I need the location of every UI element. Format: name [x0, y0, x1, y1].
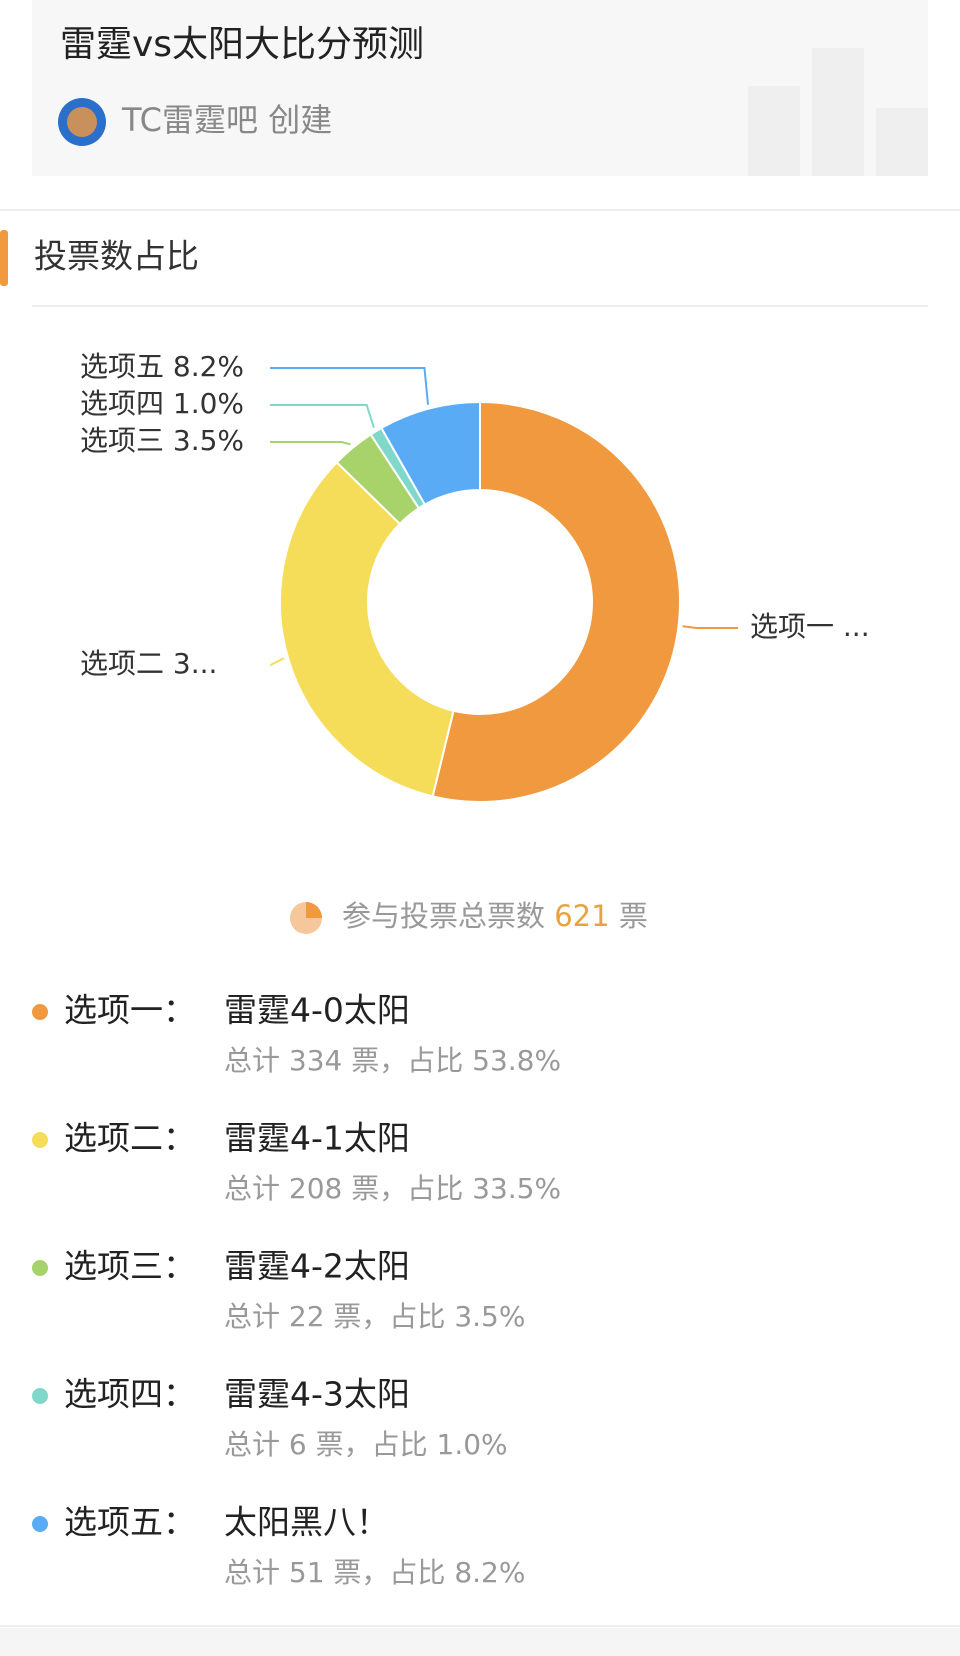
donut-slice	[431, 400, 682, 803]
option-label: 选项四：	[64, 1375, 196, 1414]
creator[interactable]: TC雷霆吧 创建	[121, 101, 332, 139]
donut-slice	[279, 460, 455, 798]
leader-line	[270, 367, 430, 405]
section-marker	[0, 230, 8, 286]
leader-line	[270, 404, 375, 429]
total-prefix: 参与投票总票数	[342, 899, 545, 933]
slice-label: 选项一 ...	[750, 610, 870, 643]
option-detail: 总计 51 票，占比 8.2%	[224, 1556, 525, 1589]
option-text: 雷霆4-3太阳	[224, 1375, 410, 1414]
option-label: 选项一：	[64, 991, 196, 1030]
option-text: 雷霆4-0太阳	[224, 991, 410, 1030]
option-label: 选项五：	[64, 1503, 196, 1542]
option-dot	[32, 1004, 48, 1020]
decor-bar	[748, 86, 800, 176]
option-detail: 总计 6 票，占比 1.0%	[224, 1428, 508, 1461]
slice-label: 选项二 3...	[80, 647, 217, 680]
option-label: 选项二：	[64, 1119, 196, 1158]
option-text: 太阳黑八！	[224, 1503, 389, 1542]
footer-band	[0, 1628, 960, 1656]
avatar-logo	[67, 107, 97, 137]
option-text: 雷霆4-2太阳	[224, 1247, 410, 1286]
option-dot	[32, 1260, 48, 1276]
option-text: 雷霆4-1太阳	[224, 1119, 410, 1158]
option-detail: 总计 334 票，占比 53.8%	[224, 1044, 561, 1077]
donut-slice	[380, 400, 481, 506]
option-detail: 总计 208 票，占比 33.5%	[224, 1172, 561, 1205]
total-icon-slice	[306, 902, 322, 918]
leader-line	[270, 657, 285, 666]
leader-line	[270, 441, 351, 446]
total-line: 参与投票总票数 621 票	[342, 899, 648, 933]
decor-bar	[812, 48, 864, 176]
option-dot	[32, 1388, 48, 1404]
slice-label: 选项四 1.0%	[80, 387, 244, 420]
slice-label: 选项五 8.2%	[80, 350, 244, 383]
option-dot	[32, 1132, 48, 1148]
option-detail: 总计 22 票，占比 3.5%	[224, 1300, 525, 1333]
total-count: 621	[554, 899, 609, 933]
decor-bar	[876, 108, 928, 176]
slice-label: 选项三 3.5%	[80, 424, 244, 457]
option-label: 选项三：	[64, 1247, 196, 1286]
leader-line	[682, 625, 738, 629]
total-unit: 票	[619, 899, 648, 933]
section-title: 投票数占比	[34, 237, 199, 276]
poll-title: 雷霆vs太阳大比分预测	[60, 24, 424, 65]
option-dot	[32, 1516, 48, 1532]
